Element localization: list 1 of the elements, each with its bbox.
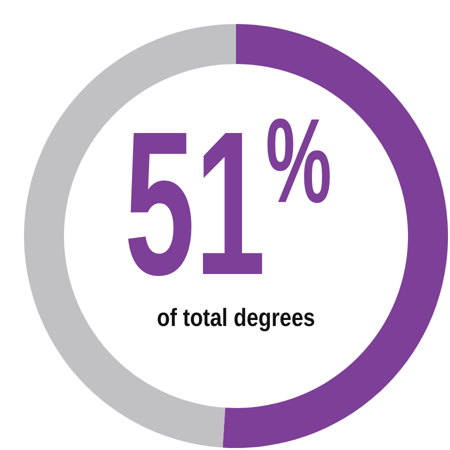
text: of total degrees [156,303,316,332]
